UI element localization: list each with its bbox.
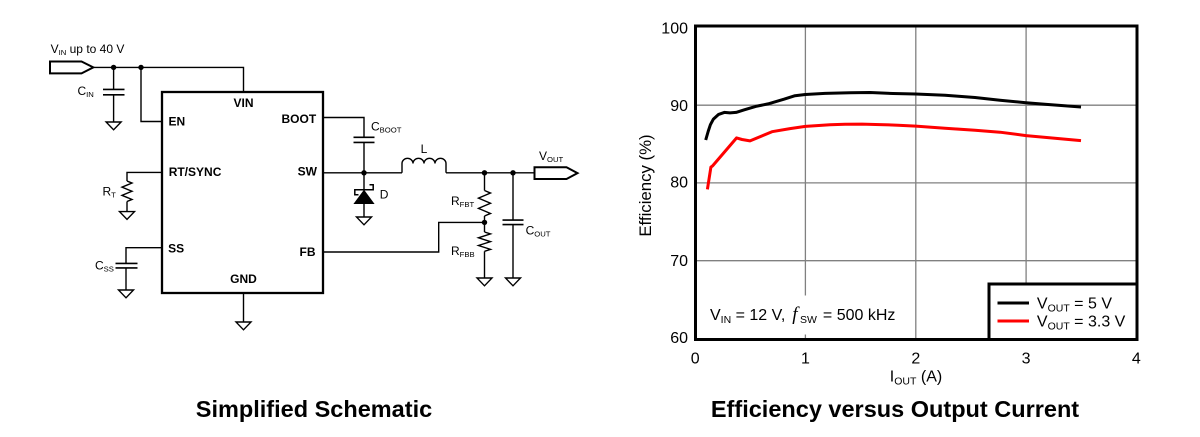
svg-text:Efficiency versus Output Curre: Efficiency versus Output Current: [711, 396, 1079, 422]
svg-text:RFBB: RFBB: [451, 244, 475, 259]
svg-text:VOUT = 5 V: VOUT = 5 V: [1037, 296, 1112, 315]
svg-text:EN: EN: [169, 115, 186, 129]
svg-text:VIN: VIN: [233, 96, 253, 110]
svg-text:90: 90: [670, 98, 688, 115]
svg-text:VOUT: VOUT: [539, 149, 564, 164]
svg-text:VIN up to 40 V: VIN up to 40 V: [51, 42, 125, 57]
svg-text:0: 0: [691, 351, 700, 368]
svg-text:VIN = 12 V, fSW = 500 kHz: VIN = 12 V, f SW = 500 kHz: [710, 304, 895, 326]
svg-text:CBOOT: CBOOT: [371, 120, 402, 135]
svg-text:GND: GND: [230, 272, 257, 286]
svg-text:1: 1: [801, 351, 810, 368]
svg-text:RT: RT: [103, 185, 117, 200]
svg-text:4: 4: [1132, 351, 1141, 368]
svg-text:60: 60: [670, 330, 688, 347]
svg-text:COUT: COUT: [526, 224, 551, 239]
svg-text:80: 80: [670, 175, 688, 192]
svg-text:SW: SW: [298, 165, 318, 179]
svg-text:CIN: CIN: [78, 84, 94, 99]
svg-text:3: 3: [1022, 351, 1031, 368]
svg-text:BOOT: BOOT: [282, 112, 317, 126]
svg-text:IOUT (A): IOUT (A): [890, 369, 942, 388]
svg-text:100: 100: [661, 21, 688, 38]
svg-text:L: L: [421, 142, 428, 156]
svg-text:CSS: CSS: [95, 259, 114, 274]
svg-text:Efficiency (%): Efficiency (%): [636, 134, 655, 236]
svg-text:RT/SYNC: RT/SYNC: [169, 165, 222, 179]
svg-text:D: D: [380, 187, 389, 201]
svg-text:RFBT: RFBT: [451, 194, 474, 209]
svg-text:FB: FB: [300, 245, 316, 259]
svg-text:2: 2: [911, 351, 920, 368]
svg-text:SS: SS: [168, 242, 184, 256]
svg-text:70: 70: [670, 253, 688, 270]
svg-text:Simplified Schematic: Simplified Schematic: [196, 396, 432, 422]
